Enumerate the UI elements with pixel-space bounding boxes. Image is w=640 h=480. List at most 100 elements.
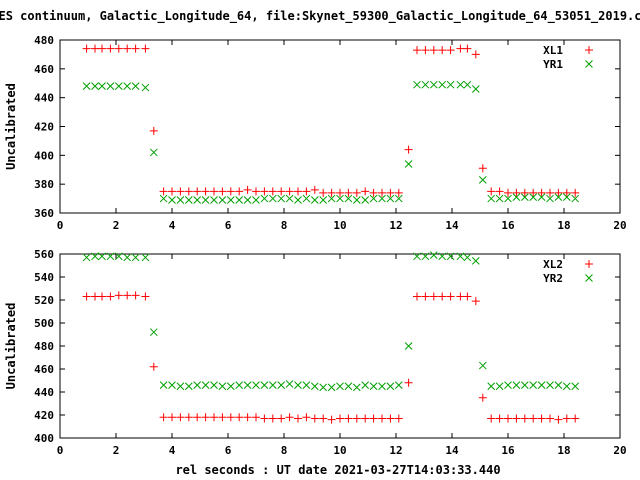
data-point xyxy=(193,187,202,196)
data-point xyxy=(344,194,353,203)
data-point xyxy=(159,187,168,196)
x-tick-label: 8 xyxy=(281,444,288,457)
data-point xyxy=(184,187,193,196)
data-point xyxy=(546,414,554,423)
data-point xyxy=(487,382,496,391)
data-point xyxy=(114,291,123,300)
data-point xyxy=(123,253,132,262)
y-axis-label: Uncalibrated xyxy=(4,83,18,170)
data-point xyxy=(226,382,235,391)
data-point xyxy=(554,415,563,424)
data-point xyxy=(404,378,413,387)
y-tick-label: 400 xyxy=(34,149,54,162)
data-point xyxy=(91,292,99,301)
data-point xyxy=(114,252,123,261)
data-point xyxy=(456,252,465,261)
data-point xyxy=(529,188,538,197)
data-point xyxy=(168,196,176,204)
data-point xyxy=(277,187,286,196)
data-point xyxy=(193,196,202,204)
data-point xyxy=(141,83,150,92)
data-point xyxy=(478,361,487,370)
x-tick-label: 2 xyxy=(113,444,120,457)
data-point xyxy=(471,50,480,59)
data-point xyxy=(260,194,269,203)
data-point xyxy=(394,381,403,389)
data-point xyxy=(478,393,487,402)
data-point xyxy=(471,257,480,265)
x-tick-label: 4 xyxy=(169,219,176,232)
data-point xyxy=(201,413,210,422)
x-tick-label: 4 xyxy=(169,444,176,457)
data-point xyxy=(554,381,563,389)
data-point xyxy=(252,196,260,204)
x-tick-label: 6 xyxy=(225,444,232,457)
data-point xyxy=(413,292,421,301)
data-point xyxy=(386,414,395,423)
data-point xyxy=(243,381,252,389)
data-point xyxy=(131,82,140,90)
data-point xyxy=(571,382,580,391)
data-point xyxy=(378,194,386,203)
data-point xyxy=(260,187,269,196)
y-tick-label: 460 xyxy=(34,63,54,76)
data-point xyxy=(361,196,370,204)
y-tick-label: 520 xyxy=(34,294,54,307)
data-point xyxy=(352,188,361,197)
data-point xyxy=(446,252,455,261)
x-tick-label: 12 xyxy=(389,219,402,232)
y-tick-label: 540 xyxy=(34,271,54,284)
data-point xyxy=(302,187,311,196)
data-point xyxy=(235,187,244,196)
data-point xyxy=(446,292,455,301)
data-point xyxy=(159,413,168,422)
data-point xyxy=(285,194,294,203)
data-point xyxy=(319,414,328,423)
data-point xyxy=(243,413,252,422)
data-point xyxy=(210,381,218,389)
data-point xyxy=(378,382,386,391)
x-tick-label: 20 xyxy=(613,219,626,232)
y-tick-label: 380 xyxy=(34,178,54,191)
data-point xyxy=(302,194,311,203)
x-tick-label: 12 xyxy=(389,444,402,457)
data-point xyxy=(352,414,361,423)
data-point xyxy=(310,196,319,204)
data-point xyxy=(201,196,210,204)
data-point xyxy=(537,381,546,389)
y-tick-label: 440 xyxy=(34,92,54,105)
legend-marker xyxy=(585,274,593,282)
data-point xyxy=(123,44,132,53)
data-point xyxy=(446,80,455,89)
data-point xyxy=(327,188,336,197)
y-tick-label: 480 xyxy=(34,34,54,47)
data-point xyxy=(141,253,150,262)
data-point xyxy=(413,252,421,261)
data-point xyxy=(310,382,319,391)
data-point xyxy=(106,44,115,53)
data-point xyxy=(512,193,521,201)
data-point xyxy=(252,187,260,196)
data-point xyxy=(82,44,91,53)
data-point xyxy=(310,185,319,194)
data-point xyxy=(463,80,472,89)
data-point xyxy=(201,187,210,196)
x-tick-label: 10 xyxy=(333,219,346,232)
data-point xyxy=(218,187,227,196)
data-point xyxy=(268,187,277,196)
data-point xyxy=(421,80,430,89)
data-point xyxy=(478,164,487,173)
data-point xyxy=(336,188,344,197)
data-point xyxy=(495,194,504,203)
data-point xyxy=(260,381,269,389)
top-panel: 0 2 4 6 8 10 12 14 16 18 20 360 380 400 420 440 460 480 Un… xyxy=(4,34,627,232)
data-point xyxy=(91,82,99,90)
data-point xyxy=(344,414,353,423)
data-point xyxy=(106,292,115,301)
data-point xyxy=(487,194,496,203)
data-point xyxy=(168,381,176,389)
data-point xyxy=(336,382,344,391)
data-point xyxy=(386,382,395,391)
data-point xyxy=(438,292,447,301)
data-point xyxy=(285,413,294,422)
